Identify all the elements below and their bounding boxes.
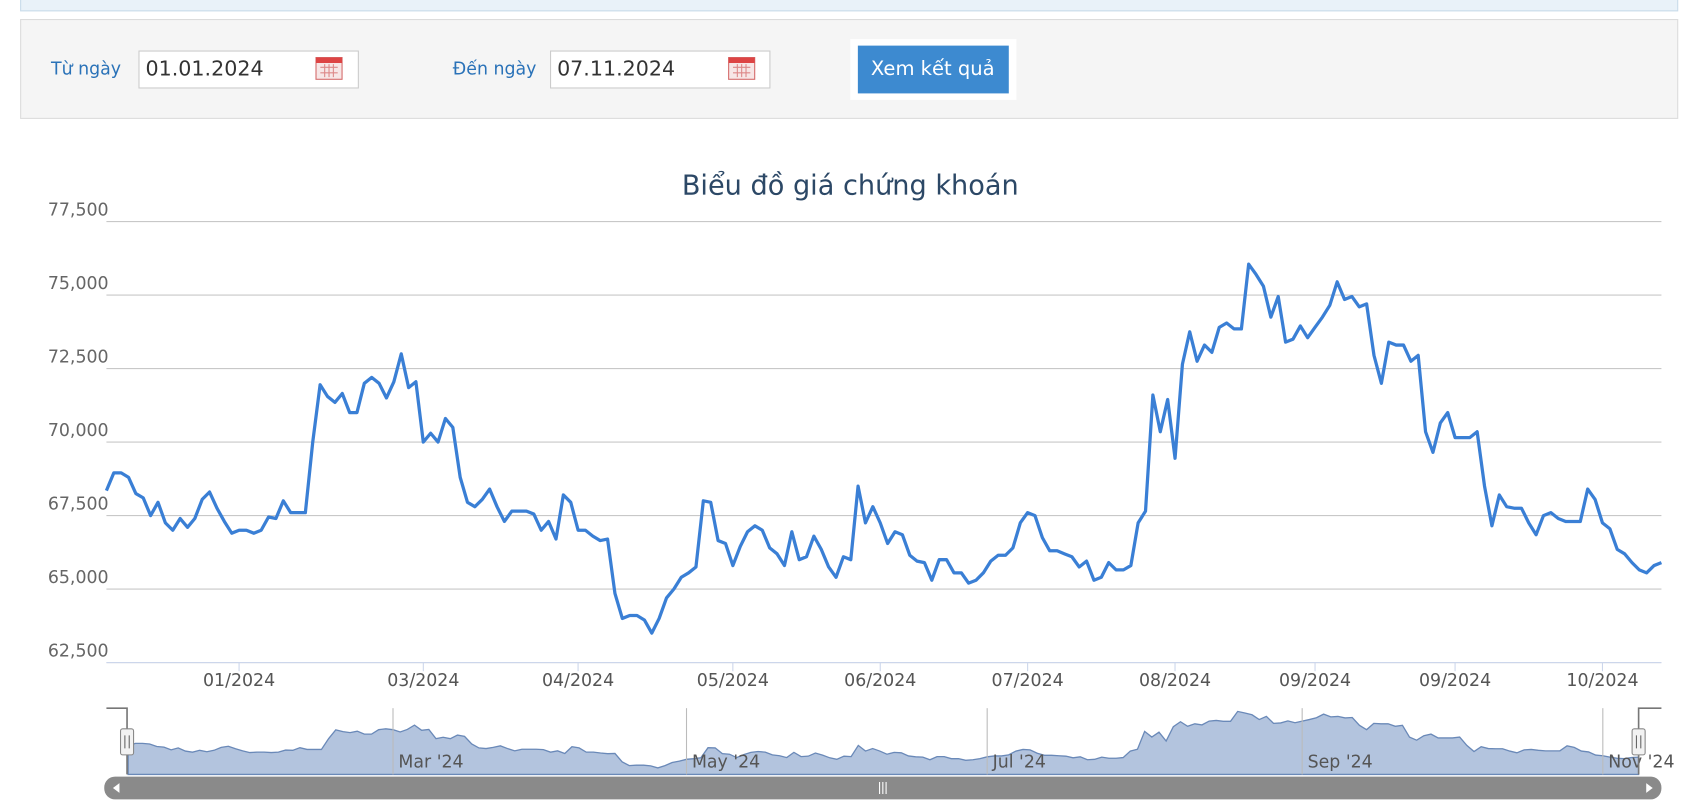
x-tick-label: 01/2024	[203, 671, 275, 691]
calendar-icon[interactable]	[315, 57, 343, 80]
x-tick-label: 05/2024	[697, 671, 769, 691]
price-line	[104, 262, 1663, 635]
x-tick-label: 07/2024	[992, 671, 1064, 691]
submit-button[interactable]	[857, 45, 1009, 94]
x-tick-label: 09/2024	[1279, 671, 1351, 691]
navigator-label: Jul '24	[992, 752, 1046, 772]
x-tick-label: 03/2024	[387, 671, 459, 691]
navigator-label: Nov '24	[1608, 752, 1674, 772]
navigator-handle[interactable]	[1631, 728, 1646, 756]
x-tick-label: 04/2024	[542, 671, 614, 691]
x-tick-label: 08/2024	[1139, 671, 1211, 691]
to-value: 07.11.2024	[557, 57, 675, 81]
y-tick-label: 75,000	[48, 274, 109, 294]
y-tick-label: 62,500	[48, 642, 109, 662]
from-label: Từ ngày	[50, 60, 121, 80]
y-tick-label: 65,000	[48, 568, 109, 588]
x-tick-label: 10/2024	[1566, 671, 1638, 691]
x-tick-label: 06/2024	[844, 671, 916, 691]
navigator-handle[interactable]	[119, 728, 135, 756]
y-tick-label: 67,500	[48, 495, 109, 515]
to-label: Đến ngày	[453, 59, 537, 80]
top-strip	[20, 0, 1679, 12]
x-tick-label: 09/2024	[1419, 671, 1491, 691]
handle-grip	[1635, 735, 1642, 749]
navigator-label: Sep '24	[1308, 752, 1373, 772]
navigator-label: May '24	[692, 752, 760, 772]
navigator-area	[127, 710, 1640, 776]
from-value: 01.01.2024	[146, 57, 264, 81]
scroll-grip[interactable]	[879, 782, 887, 794]
handle-grip	[124, 735, 130, 749]
button-text[interactable]: Xem kết quả	[871, 57, 995, 80]
y-tick-label: 70,000	[48, 421, 109, 441]
plot: 62,500 65,000 67,500 70,000 72,500 75,000 77,5…	[48, 201, 1675, 776]
calendar-icon[interactable]	[728, 57, 756, 80]
chart-title: Biểu đồ giá chứng khoán	[682, 170, 1019, 201]
y-tick-label: 72,500	[48, 348, 109, 368]
navigator-label: Mar '24	[398, 752, 463, 772]
y-tick-label: 77,500	[48, 201, 109, 221]
